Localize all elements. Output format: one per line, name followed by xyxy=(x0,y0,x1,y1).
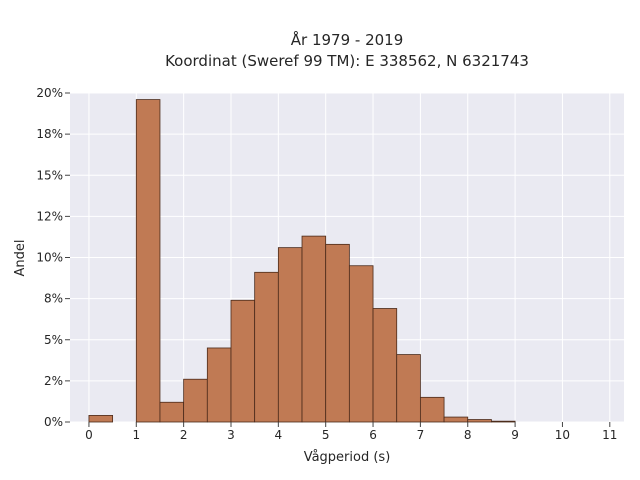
x-tick-label: 7 xyxy=(417,428,425,442)
histogram-bar xyxy=(325,243,350,423)
x-tick-label: 3 xyxy=(227,428,235,442)
histogram-bar xyxy=(372,308,398,423)
histogram-bar xyxy=(443,416,469,423)
x-axis-ticks: 0 1 2 3 4 5 6 7 8 9 10 11 xyxy=(85,422,617,442)
x-axis-label: Vågperiod (s) xyxy=(304,450,391,465)
y-tick-label: 18% xyxy=(36,127,63,141)
y-tick-label: 2% xyxy=(44,374,63,388)
chart-title-line2: Koordinat (Sweref 99 TM): E 338562, N 63… xyxy=(165,52,529,70)
histogram-bar xyxy=(419,396,445,423)
histogram-bar xyxy=(254,271,279,423)
x-tick-label: 0 xyxy=(85,428,93,442)
histogram-bar xyxy=(206,347,232,423)
histogram-bar xyxy=(277,247,303,423)
histogram-bar xyxy=(183,378,208,423)
x-tick-label: 4 xyxy=(275,428,283,442)
chart-title-line1: År 1979 - 2019 xyxy=(291,30,404,49)
y-tick-label: 8% xyxy=(44,292,63,306)
x-tick-label: 11 xyxy=(602,428,617,442)
histogram-bar xyxy=(230,299,256,423)
histogram-bar xyxy=(467,419,492,423)
x-tick-label: 9 xyxy=(511,428,519,442)
histogram-bar xyxy=(135,99,161,423)
x-tick-label: 1 xyxy=(132,428,140,442)
y-tick-label: 5% xyxy=(44,333,63,347)
y-tick-label: 20% xyxy=(36,86,63,100)
histogram-bar xyxy=(301,235,327,423)
x-tick-label: 10 xyxy=(555,428,570,442)
x-tick-label: 6 xyxy=(369,428,377,442)
x-tick-label: 5 xyxy=(322,428,330,442)
histogram-bar xyxy=(396,354,421,423)
histogram-bar xyxy=(88,415,114,423)
y-tick-label: 15% xyxy=(36,168,63,182)
histogram-bar xyxy=(491,420,516,423)
x-tick-label: 2 xyxy=(180,428,188,442)
histogram-bar xyxy=(159,401,185,423)
y-tick-label: 0% xyxy=(44,415,63,429)
y-tick-label: 12% xyxy=(36,209,63,223)
histogram-bar xyxy=(348,265,374,423)
histogram-bars xyxy=(88,99,516,423)
x-tick-label: 8 xyxy=(464,428,472,442)
y-tick-label: 10% xyxy=(36,251,63,265)
y-axis-ticks: 0% 2% 5% 8% 10% 12% 15% 18% 20% xyxy=(36,86,70,429)
y-axis-label: Andel xyxy=(13,240,28,277)
